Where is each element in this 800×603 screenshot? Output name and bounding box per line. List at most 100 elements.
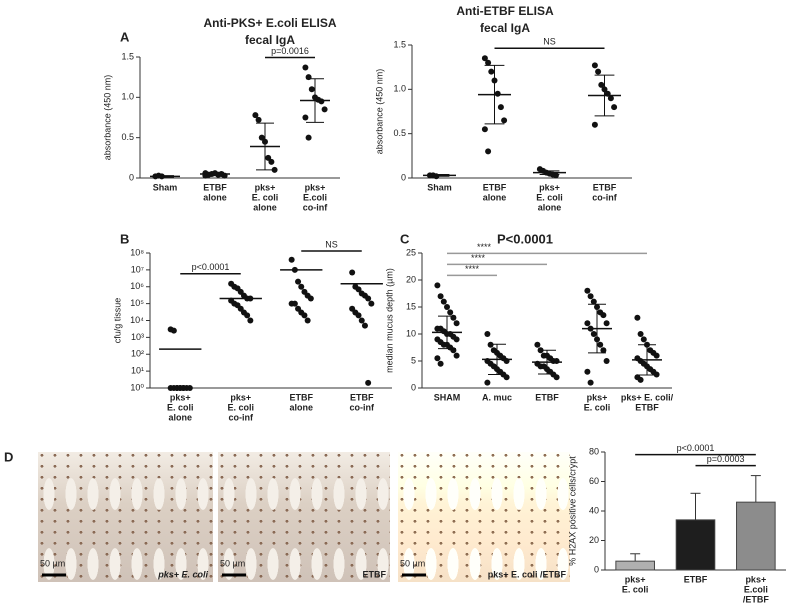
x-tick-label: pks+	[539, 182, 560, 192]
data-point	[637, 331, 644, 337]
data-point	[597, 341, 604, 348]
y-tick-label: 10⁶	[130, 281, 144, 291]
y-tick-label: 20	[406, 274, 416, 284]
data-point	[365, 295, 372, 302]
significance-label: p<0.0001	[192, 262, 230, 272]
x-tick-label: E.coli	[303, 192, 327, 202]
data-point	[355, 286, 362, 293]
x-tick-label: alone	[253, 202, 277, 212]
y-tick-label: 10⁷	[131, 264, 144, 274]
panel-letter: C	[400, 231, 410, 246]
x-tick-label: ETBF	[290, 392, 314, 402]
y-tick-label: 0.5	[121, 132, 134, 142]
data-point	[637, 376, 644, 383]
data-point	[552, 172, 559, 179]
scale-label: 50 µm	[220, 558, 245, 568]
data-point	[255, 116, 262, 123]
y-tick-label: 10³	[131, 332, 144, 342]
y-tick-label: 60	[589, 476, 599, 486]
y-axis-label: % H2AX positive cells/crypt	[567, 456, 577, 566]
data-point	[295, 278, 302, 285]
chart-title: P<0.0001	[497, 231, 553, 246]
data-point	[247, 317, 254, 324]
data-point	[170, 327, 177, 334]
data-point	[488, 68, 495, 75]
data-point	[553, 374, 560, 381]
data-point	[640, 336, 647, 343]
x-tick-label: alone	[289, 402, 313, 412]
data-point	[447, 309, 454, 316]
data-point	[437, 360, 444, 367]
data-point	[361, 322, 368, 329]
y-tick-label: 1.0	[121, 92, 134, 102]
data-point	[305, 134, 312, 141]
x-tick-label: ETBF	[684, 574, 708, 584]
data-point	[365, 379, 372, 386]
data-point	[487, 341, 494, 348]
data-point	[590, 298, 597, 305]
significance-label: NS	[543, 37, 556, 47]
data-point	[298, 283, 305, 290]
x-tick-label: E. coli	[536, 192, 563, 202]
y-tick-label: 5	[411, 355, 416, 365]
data-point	[653, 371, 660, 378]
significance-label: ****	[465, 264, 480, 274]
x-tick-label: A. muc	[482, 392, 512, 402]
x-tick-label: ETBF	[350, 392, 374, 402]
data-point	[302, 114, 309, 121]
bar	[615, 560, 655, 571]
data-point	[591, 62, 598, 69]
data-point	[595, 68, 602, 75]
x-tick-label: co-inf	[592, 192, 617, 202]
significance-label: p=0.0003	[707, 454, 745, 464]
data-point	[349, 269, 356, 276]
y-tick-label: 0.5	[393, 128, 406, 138]
data-point	[634, 314, 641, 321]
data-point	[453, 352, 460, 359]
x-tick-label: Sham	[427, 182, 452, 192]
x-tick-label: alone	[538, 202, 562, 212]
data-point	[355, 312, 362, 319]
y-tick-label: 0	[401, 172, 406, 182]
x-tick-label: pks+	[625, 574, 646, 584]
data-point	[584, 320, 591, 327]
y-tick-label: 15	[406, 301, 416, 311]
data-point	[304, 317, 311, 324]
chart-title: fecal IgA	[480, 21, 530, 35]
y-tick-label: 10	[406, 328, 416, 338]
data-point	[553, 358, 560, 364]
x-tick-label: co-inf	[229, 412, 254, 422]
data-point	[598, 81, 605, 88]
x-tick-label: ETBF	[593, 182, 617, 192]
y-tick-label: 20	[589, 535, 599, 545]
data-point	[291, 300, 298, 307]
micrograph-label: pks+ E. coli	[157, 569, 208, 579]
y-tick-label: 0	[129, 172, 134, 182]
data-point	[321, 106, 328, 113]
data-point	[497, 104, 504, 111]
panel-letter: B	[120, 231, 129, 246]
x-tick-label: alone	[203, 192, 227, 202]
y-tick-label: 40	[589, 505, 599, 515]
data-point	[584, 287, 591, 294]
data-point	[265, 154, 272, 161]
data-point	[485, 59, 492, 66]
micrograph-label: pks+ E. coli /ETBF	[488, 569, 567, 579]
x-tick-label: alone	[168, 412, 192, 422]
y-tick-label: 10⁴	[130, 315, 144, 325]
data-point	[600, 312, 607, 319]
micrograph	[38, 452, 213, 582]
x-tick-label: pks+	[587, 392, 608, 402]
y-tick-label: 0	[594, 564, 599, 574]
data-point	[302, 64, 309, 71]
data-point	[587, 293, 594, 300]
data-point	[485, 148, 492, 155]
scale-label: 50 µm	[40, 558, 65, 568]
y-tick-label: 1.5	[393, 39, 406, 49]
chart-title: fecal IgA	[245, 33, 295, 47]
data-point	[252, 112, 259, 119]
data-point	[503, 374, 510, 381]
data-point	[481, 126, 488, 133]
y-axis-label: absorbance (450 nm)	[102, 75, 112, 161]
